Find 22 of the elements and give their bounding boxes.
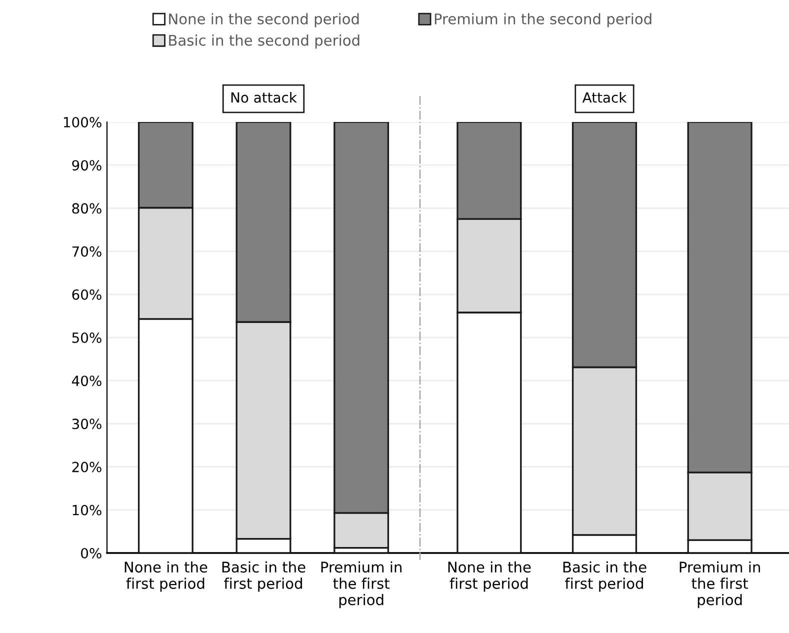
y-tick-label: 0% (81, 548, 102, 558)
chart-title: No attack (231, 92, 297, 103)
y-tick-label: 30% (72, 418, 102, 430)
legend-label: Premium in the second period (434, 13, 652, 28)
y-tick-label: 10% (72, 504, 102, 516)
x-tick-label: None in the first period (124, 561, 208, 592)
x-tick-label: Premium in the first period (321, 561, 402, 608)
x-tick-label: None in the first period (448, 561, 531, 592)
y-tick-label: 20% (72, 462, 102, 472)
legend-label: Basic in the second period (169, 34, 360, 49)
y-tick-label: 100% (64, 116, 102, 128)
y-tick-label: 90% (72, 160, 102, 171)
y-tick-label: 70% (72, 246, 102, 257)
chart-title: Attack (582, 92, 627, 103)
x-tick-label: Premium in the first period (680, 561, 760, 608)
y-tick-label: 80% (72, 203, 102, 214)
y-tick-label: 60% (72, 289, 102, 300)
x-tick-label: Basic in the first period (563, 561, 646, 592)
y-tick-label: 40% (72, 376, 102, 386)
legend-label: None in the second period (169, 13, 359, 28)
y-tick-label: 50% (72, 332, 102, 343)
x-tick-label: Basic in the first period (222, 561, 306, 592)
